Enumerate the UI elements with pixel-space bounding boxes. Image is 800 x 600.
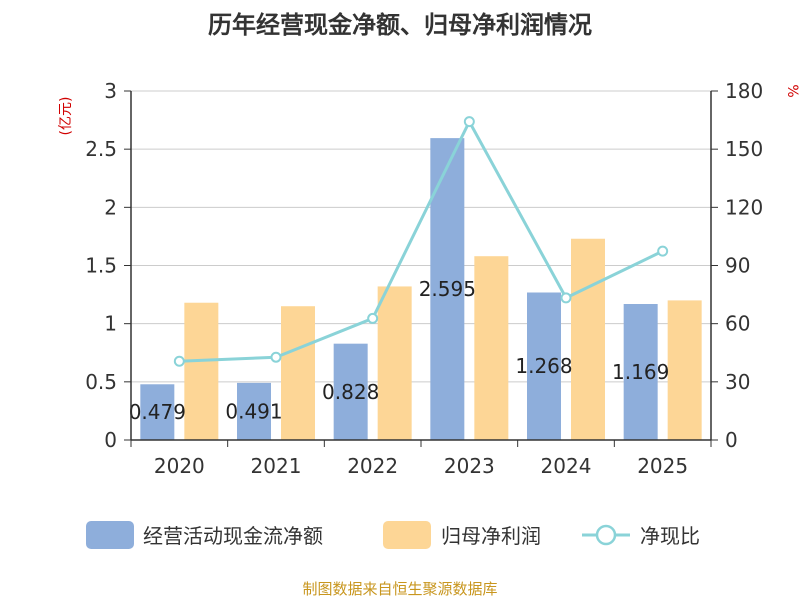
x-axis-tick-label: 2023: [444, 454, 495, 478]
bar-profit: [377, 286, 412, 440]
left-axis-tick-label: 3: [104, 79, 117, 103]
x-axis-tick-label: 2020: [154, 454, 205, 478]
left-axis-unit: (亿元): [58, 97, 74, 136]
grid: [131, 90, 711, 383]
x-axis-tick-label: 2021: [251, 454, 302, 478]
bar-cashflow-label: 0.491: [225, 399, 282, 423]
bar-profit: [667, 300, 702, 440]
right-axis-tick-label: 150: [725, 137, 763, 161]
bar-cashflow: [623, 304, 658, 440]
bar-profit: [571, 238, 605, 440]
chart-title: 历年经营现金净额、归母净利润情况: [208, 11, 592, 39]
right-axis-tick-label: 120: [725, 195, 763, 219]
ratio-line: [173, 116, 669, 367]
source-note: 制图数据来自恒生聚源数据库: [302, 580, 497, 598]
data-labels: 0.479 0.491 0.828 2.595 1.268 1.169: [129, 277, 670, 424]
ratio-point: [270, 351, 282, 363]
ratio-point: [173, 355, 185, 367]
ratio-point: [560, 292, 572, 304]
bar-cashflow-label: 1.169: [612, 360, 669, 384]
right-axis-tick-label: 180: [725, 79, 763, 103]
bar-cashflow-label: 2.595: [419, 277, 476, 301]
right-axis-tick-label: 0: [725, 428, 738, 452]
bar-cashflow: [333, 343, 368, 440]
bar-cashflow-label: 0.828: [322, 380, 379, 404]
legend-label-ratio: 净现比: [640, 524, 700, 548]
legend: 经营活动现金流净额 归母净利润 净现比: [86, 521, 700, 549]
left-axis-tick-label: 0: [104, 428, 117, 452]
right-axis-tick-label: 60: [725, 312, 750, 336]
ratio-line-path: [179, 120, 664, 363]
ratio-point: [367, 312, 379, 324]
bar-cashflow: [140, 384, 175, 440]
left-axis-tick-label: 2: [104, 195, 117, 219]
ratio-point: [657, 245, 669, 257]
left-axis-tick-label: 0.5: [85, 370, 117, 394]
legend-marker-ratio: [595, 524, 617, 546]
bar-cashflow: [527, 292, 561, 440]
right-axis-tick-label: 30: [725, 370, 750, 394]
bar-cashflow-label: 0.479: [129, 400, 186, 424]
legend-swatch-profit: [383, 521, 431, 549]
bars: [140, 138, 702, 441]
legend-label-profit: 归母净利润: [441, 524, 541, 548]
bar-profit: [474, 256, 509, 440]
ratio-point: [463, 116, 475, 128]
x-axis-tick-label: 2024: [541, 454, 592, 478]
right-axis-tick-label: 90: [725, 254, 750, 278]
bar-cashflow: [237, 382, 271, 440]
left-axis-tick-label: 1: [104, 312, 117, 336]
left-axis-tick-label: 1.5: [85, 254, 117, 278]
legend-swatch-cashflow: [86, 521, 134, 549]
right-axis-unit: %: [784, 84, 800, 97]
x-axis-tick-label: 2025: [637, 454, 688, 478]
legend-label-cashflow: 经营活动现金流净额: [143, 524, 323, 548]
left-axis-tick-label: 2.5: [85, 137, 117, 161]
bar-profit: [184, 302, 219, 440]
bar-profit: [281, 306, 315, 440]
x-axis-tick-label: 2022: [347, 454, 398, 478]
bar-cashflow-label: 1.268: [515, 354, 572, 378]
